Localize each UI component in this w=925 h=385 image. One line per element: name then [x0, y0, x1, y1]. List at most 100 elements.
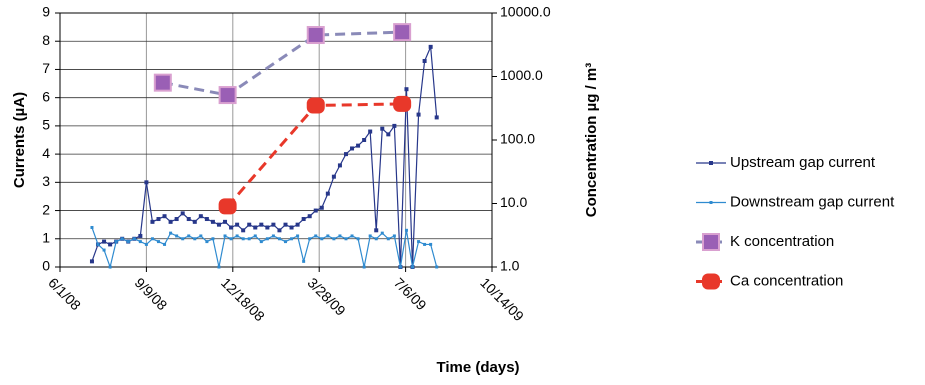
data-point	[374, 228, 379, 233]
data-point	[169, 231, 173, 235]
data-point	[138, 233, 143, 238]
data-point	[89, 259, 94, 264]
data-point	[108, 242, 113, 247]
data-point	[229, 225, 234, 230]
data-point	[162, 214, 167, 219]
data-point	[211, 237, 215, 241]
data-point	[429, 242, 433, 246]
data-point	[343, 152, 348, 157]
data-point	[374, 237, 378, 241]
data-point	[356, 143, 361, 148]
data-point	[218, 86, 237, 105]
data-point	[289, 225, 294, 230]
data-point	[417, 240, 421, 244]
data-point	[144, 242, 148, 246]
x-tick-label: 10/14/09	[477, 274, 527, 324]
data-point	[205, 240, 209, 244]
x-tick-label: 7/6/09	[391, 274, 430, 313]
y-tick-label: 5	[42, 117, 50, 133]
data-point	[210, 219, 215, 224]
data-point	[344, 237, 348, 241]
data-point	[247, 237, 251, 241]
legend-marker	[702, 233, 720, 251]
data-point	[186, 217, 191, 222]
data-point	[325, 191, 330, 196]
data-point	[435, 265, 439, 269]
data-point	[247, 222, 252, 227]
data-point	[192, 219, 197, 224]
data-point	[404, 87, 409, 92]
data-point	[319, 205, 324, 210]
y2-tick-label: 10.0	[500, 194, 527, 210]
legend-marker	[709, 161, 713, 165]
data-point	[223, 219, 228, 224]
data-point	[362, 265, 366, 269]
data-point	[150, 237, 154, 241]
data-point	[331, 174, 336, 179]
data-point	[277, 237, 281, 241]
data-point	[168, 219, 173, 224]
data-point	[380, 126, 385, 131]
data-point	[350, 234, 354, 238]
data-point	[126, 240, 130, 244]
y-tick-label: 9	[42, 4, 50, 20]
legend-marker	[702, 273, 720, 290]
data-point	[428, 44, 433, 49]
data-point	[277, 228, 282, 233]
data-point	[114, 240, 118, 244]
data-point	[284, 240, 288, 244]
y2-tick-label: 1.0	[500, 258, 520, 274]
data-point	[271, 222, 276, 227]
data-point	[218, 198, 237, 215]
data-point	[416, 112, 421, 117]
data-point	[393, 23, 412, 42]
data-point	[120, 237, 124, 241]
data-point	[368, 234, 372, 238]
data-point	[175, 234, 179, 238]
data-point	[362, 138, 367, 142]
series-line	[226, 102, 403, 208]
data-point	[392, 123, 397, 128]
x-tick-label: 6/1/08	[45, 274, 84, 313]
data-point	[393, 95, 412, 112]
y-tick-label: 6	[42, 88, 50, 104]
data-point	[150, 219, 155, 224]
y-tick-label: 4	[42, 145, 50, 161]
data-point	[241, 237, 245, 241]
data-point	[306, 97, 325, 114]
data-point	[132, 237, 136, 241]
legend-label: K concentration	[730, 233, 834, 250]
data-point	[235, 222, 240, 227]
data-point	[295, 222, 300, 227]
data-point	[422, 58, 427, 63]
series-line	[91, 46, 438, 268]
data-point	[302, 259, 306, 263]
data-point	[241, 228, 246, 233]
data-point	[96, 242, 100, 246]
data-point	[108, 265, 112, 269]
data-point	[308, 237, 312, 241]
data-point	[313, 208, 318, 213]
data-point	[398, 265, 402, 269]
series-line	[91, 227, 438, 270]
data-point	[332, 237, 336, 241]
data-point	[337, 163, 342, 168]
y-tick-label: 7	[42, 60, 50, 76]
data-point	[392, 234, 396, 238]
data-point	[307, 214, 312, 219]
x-tick-label: 3/28/09	[304, 274, 348, 318]
legend-marker	[709, 201, 713, 204]
data-point	[199, 234, 203, 238]
data-point	[180, 211, 185, 216]
data-point	[265, 225, 270, 230]
y2-tick-label: 1000.0	[500, 67, 543, 83]
data-point	[265, 237, 269, 241]
data-point	[102, 239, 107, 244]
data-point	[163, 242, 167, 246]
y2-tick-label: 10000.0	[500, 4, 551, 20]
legend-label: Downstream gap current	[730, 193, 895, 210]
data-point	[356, 237, 360, 241]
data-point	[314, 234, 318, 238]
data-point	[174, 217, 179, 222]
y-tick-label: 0	[42, 258, 50, 274]
